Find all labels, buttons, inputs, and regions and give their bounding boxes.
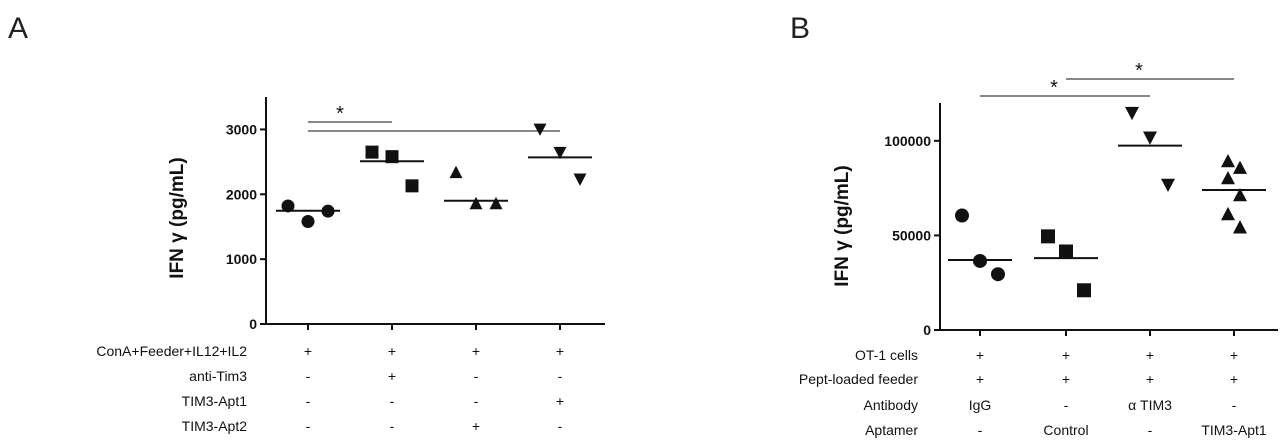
panel-a-table-cell: - [390, 393, 395, 409]
panel-a-point-triangle-down [553, 146, 567, 160]
panel-b-point-circle [991, 267, 1005, 282]
panel-a-table-cell: + [556, 343, 564, 359]
panel-b-ytick-label: 100000 [884, 133, 931, 149]
panel-a-table-cell: + [388, 368, 396, 384]
panel-a-table-cell: + [388, 343, 396, 359]
panel-b-table-cell: TIM3-Apt1 [1201, 422, 1267, 438]
panel-a-point-triangle-down [573, 173, 587, 186]
panel-b-point-triangle-up [1233, 220, 1247, 234]
panel-b-table-cell: + [1146, 347, 1154, 363]
panel-b-table-cell: + [1062, 371, 1070, 387]
panel-a-point-square [405, 179, 419, 193]
panel-a-ytick-label: 2000 [226, 186, 257, 202]
panel-a-point-triangle-up [469, 196, 483, 210]
panel-a-table-cell: - [558, 368, 563, 384]
panel-a-table-cell: - [474, 368, 479, 384]
panel-b-point-square [1059, 244, 1073, 259]
panel-b-table-row-label: OT-1 cells [855, 347, 918, 363]
panel-a-table-cell: - [474, 393, 479, 409]
panel-b-point-circle [955, 208, 969, 223]
panel-b-point-triangle-up [1233, 187, 1247, 202]
panel-b-ytick-label: 0 [923, 322, 931, 338]
panel-b-y-axis-label: IFN γ (pg/mL) [832, 165, 853, 286]
panel-a-point-circle [301, 215, 315, 229]
panel-a-point-triangle-up [489, 196, 503, 210]
panel-b-point-square [1077, 283, 1091, 298]
panel-b-point-triangle-down [1125, 106, 1139, 121]
panel-b-significance-star: * [1135, 60, 1143, 82]
panel-a-table-cell: - [306, 418, 311, 434]
panel-a-letter: A [8, 12, 28, 45]
panel-a-table-cell: - [306, 368, 311, 384]
panel-b-point-triangle-down [1143, 131, 1157, 145]
panel-a-ytick-label: 1000 [226, 251, 257, 267]
panel-a-point-triangle-down [533, 123, 547, 136]
panel-b-table-row-label: Aptamer [865, 422, 918, 438]
panel-b-point-triangle-up [1221, 206, 1235, 221]
panel-b-table-cell: α TIM3 [1128, 397, 1172, 413]
panel-b-point-triangle-down [1161, 178, 1175, 193]
panel-a-table-cell: - [558, 418, 563, 434]
panel-a-table-cell: - [306, 393, 311, 409]
panel-b-table-cell: - [978, 422, 983, 438]
panel-b-point-square [1041, 229, 1055, 244]
panel-b-table-cell: + [1230, 371, 1238, 387]
panel-a-table-row-label: TIM3-Apt2 [182, 418, 248, 434]
panel-b-point-triangle-up [1221, 170, 1235, 185]
panel-b-table-cell: - [1148, 422, 1153, 438]
panel-a-table-cell: + [472, 418, 480, 434]
panel-a-point-triangle-up [449, 165, 463, 179]
panel-a-y-axis-label: IFN γ (pg/mL) [167, 157, 188, 278]
panel-b-table-cell: + [1146, 371, 1154, 387]
panel-a-table-row-label: anti-Tim3 [189, 368, 247, 384]
panel-b-significance-star: * [1050, 77, 1058, 99]
panel-b-point-triangle-up [1221, 153, 1235, 168]
panel-a-point-square [365, 145, 379, 159]
panel-b-table-row-label: Antibody [864, 397, 918, 413]
panel-b-point-triangle-up [1233, 160, 1247, 174]
panel-a-point-square [385, 150, 399, 164]
panel-b-table-cell: - [1232, 397, 1237, 413]
panel-b-table-cell: + [1230, 347, 1238, 363]
panel-b-table-cell: + [976, 347, 984, 363]
panel-b-table-row-label: Pept-loaded feeder [799, 371, 918, 387]
panel-b-table-cell: - [1064, 397, 1069, 413]
panel-b-table-cell: Control [1043, 422, 1088, 438]
panel-a-point-circle [281, 199, 295, 213]
panel-a-table-cell: + [304, 343, 312, 359]
panel-b-table-cell: + [1062, 347, 1070, 363]
panel-b-table-cell: + [976, 371, 984, 387]
panel-a-table-cell: + [556, 393, 564, 409]
panel-a-table-cell: + [472, 343, 480, 359]
panel-a-ytick-label: 3000 [226, 121, 257, 137]
panel-b-letter: B [790, 12, 810, 45]
panel-a-ytick-label: 0 [249, 316, 257, 332]
panel-b-ytick-label: 50000 [892, 227, 931, 243]
panel-a-table-row-label: ConA+Feeder+IL12+IL2 [96, 343, 247, 359]
panel-a-table-cell: - [390, 418, 395, 434]
panel-a-significance-star: * [336, 103, 344, 125]
panel-b-table-cell: IgG [969, 397, 992, 413]
panel-a-table-row-label: TIM3-Apt1 [182, 393, 248, 409]
